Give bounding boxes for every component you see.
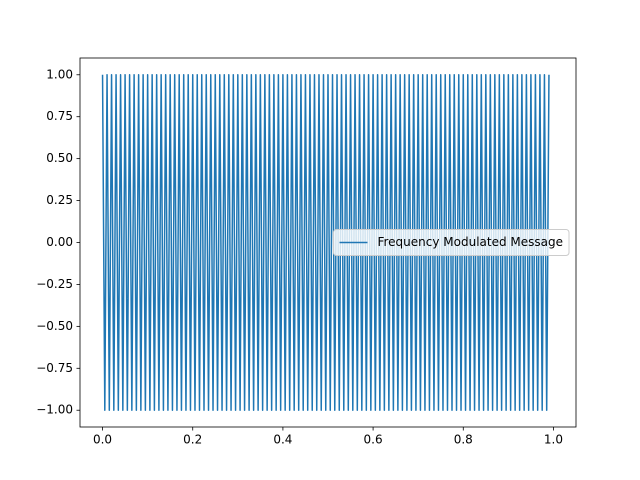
- x-tick-label: 0.0: [93, 433, 112, 447]
- y-tick-label: 1.00: [46, 67, 73, 81]
- y-tick-label: −0.75: [36, 361, 73, 375]
- line-series: [101, 74, 550, 411]
- y-tick-label: 0.00: [46, 235, 73, 249]
- x-tick-label: 0.8: [454, 433, 473, 447]
- y-tick-label: 0.75: [46, 109, 73, 123]
- x-tick-label: 0.4: [273, 433, 292, 447]
- x-tick-label: 0.2: [183, 433, 202, 447]
- y-tick-label: −0.25: [36, 277, 73, 291]
- legend: Frequency Modulated Message: [332, 229, 570, 256]
- x-tick-label: 0.6: [364, 433, 383, 447]
- y-tick-label: −1.00: [36, 403, 73, 417]
- x-tick-label: 1.0: [544, 433, 563, 447]
- y-tick-label: −0.50: [36, 319, 73, 333]
- legend-label: Frequency Modulated Message: [377, 235, 563, 249]
- legend-box: [332, 229, 570, 256]
- y-tick-label: 0.50: [46, 151, 73, 165]
- y-tick-label: 0.25: [46, 193, 73, 207]
